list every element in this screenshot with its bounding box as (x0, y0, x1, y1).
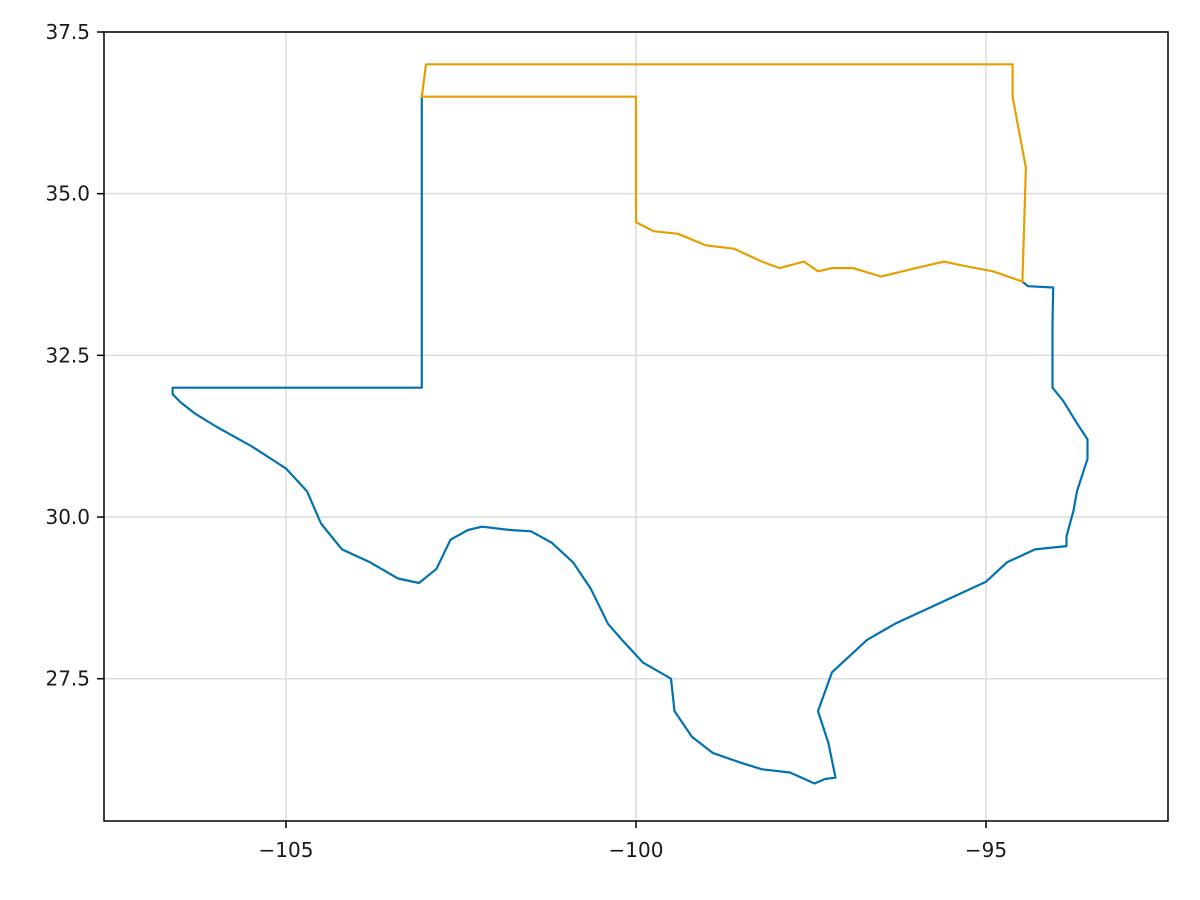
x-tick-label-1: −100 (609, 838, 664, 862)
x-tick-label-0: −105 (259, 838, 314, 862)
y-tick-label-0: 27.5 (45, 667, 90, 691)
outline-series (171, 63, 1089, 785)
y-tick-label-2: 32.5 (45, 343, 90, 367)
outline-series-0 (171, 95, 1089, 785)
y-tick-label-3: 35.0 (45, 182, 90, 206)
y-tick-label-1: 30.0 (45, 505, 90, 529)
axis-ticks: −105 −100 −95 27.5 30.0 32.5 35.0 37.5 (45, 20, 1007, 862)
outline-series-1 (420, 63, 1027, 283)
x-tick-label-2: −95 (965, 838, 1007, 862)
y-tick-label-4: 37.5 (45, 20, 90, 44)
